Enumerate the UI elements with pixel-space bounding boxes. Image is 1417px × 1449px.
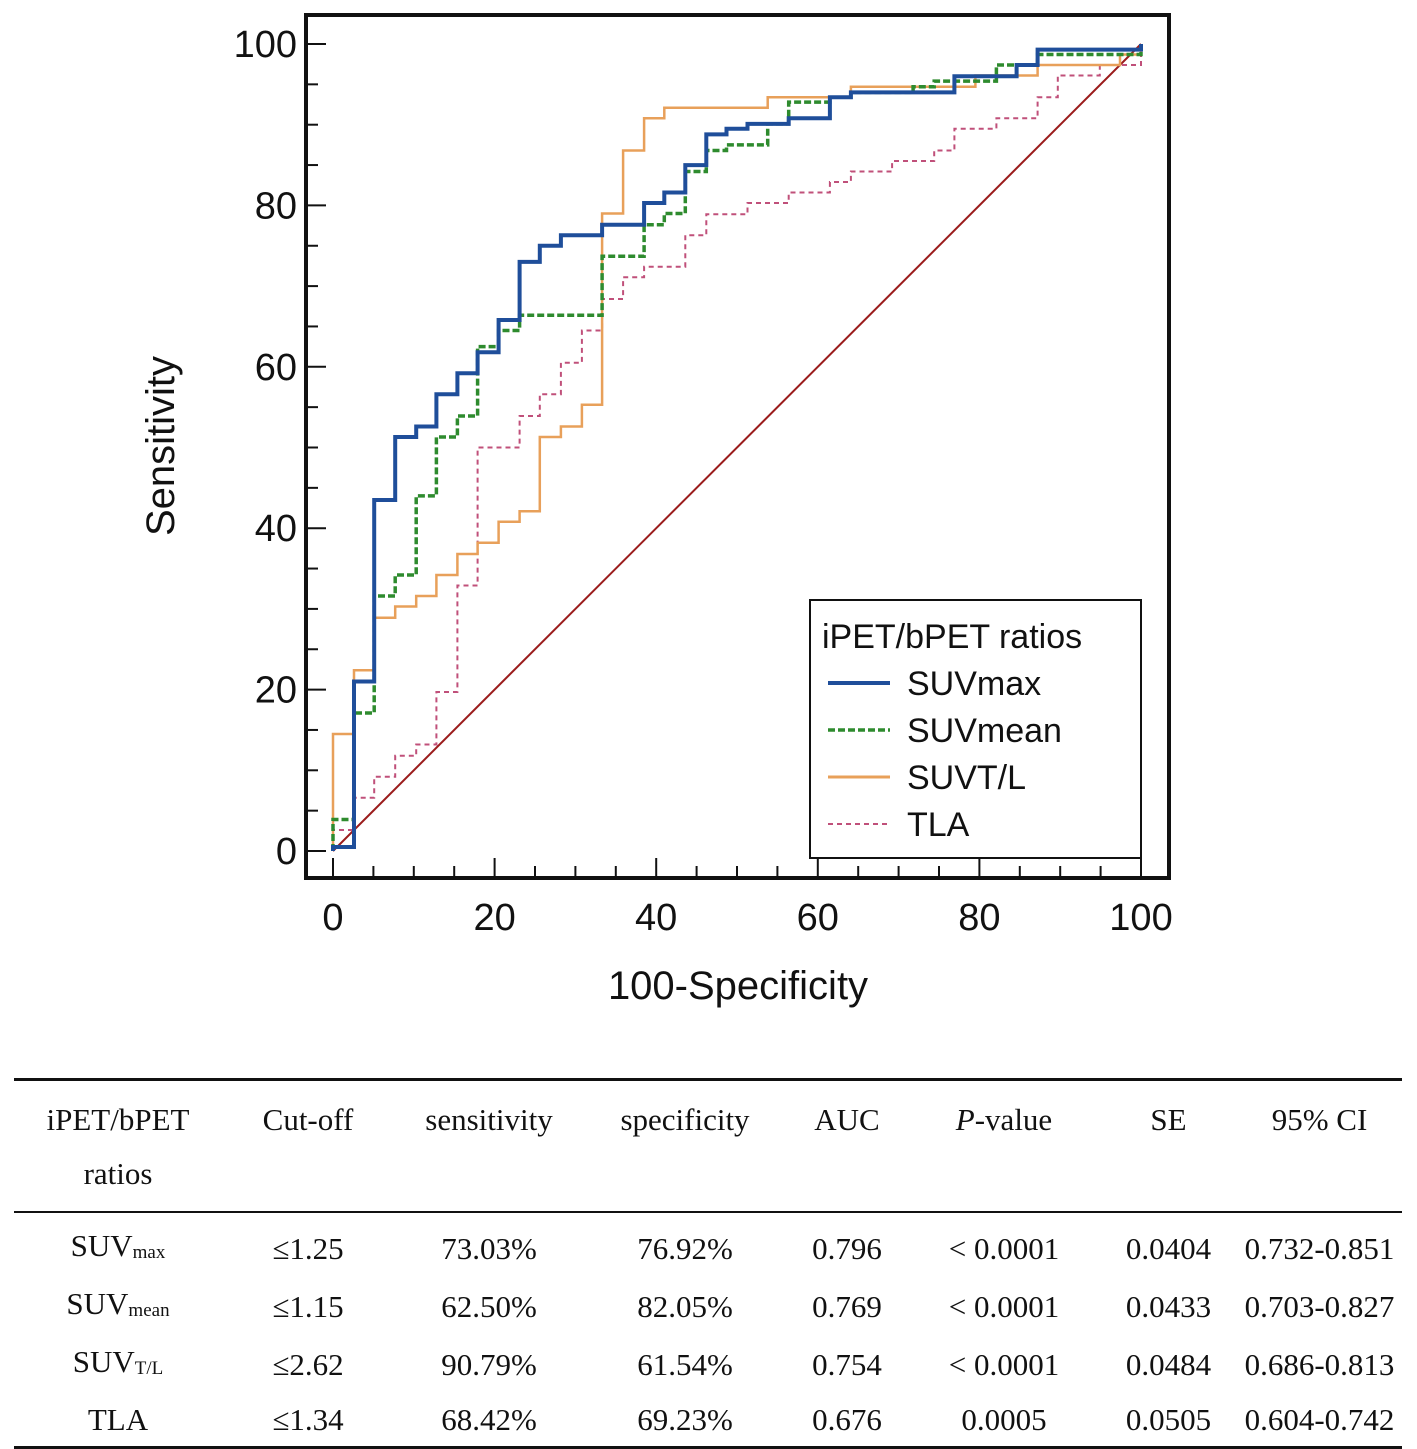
cell-auc: 0.796 (812, 1230, 882, 1266)
cell-p-value: < 0.0001 (948, 1230, 1060, 1266)
col-header-sensitivity: sensitivity (425, 1102, 553, 1137)
x-axis-title: 100-Specificity (608, 964, 868, 1008)
cell-se: 0.0505 (1125, 1402, 1212, 1437)
y-tick-label: 80 (255, 185, 297, 227)
cell-ratio-label: SUVmax (70, 1228, 166, 1263)
y-tick-label: 60 (255, 347, 297, 389)
series-line-suvmean (331, 44, 1143, 851)
cell-ci: 0.703-0.827 (1244, 1288, 1395, 1324)
legend-label: TLA (907, 806, 970, 844)
cell-p-value: 0.0005 (961, 1402, 1047, 1437)
x-tick-label: 40 (635, 897, 677, 939)
x-tick-label: 80 (958, 897, 1000, 939)
cell-ratio-label: SUVT/L (72, 1344, 164, 1379)
cell-ratio-label: TLA (87, 1402, 149, 1437)
cell-cutoff: ≤1.25 (272, 1230, 344, 1266)
tick-labels: 0 20 40 60 80 100 0 20 40 60 80 100 (234, 24, 1173, 939)
cell-se: 0.0433 (1125, 1288, 1212, 1324)
cell-sensitivity: 62.50% (441, 1288, 537, 1324)
y-tick-label: 40 (255, 508, 297, 550)
series-layer (331, 43, 1143, 852)
col-header-p-value: P-value (955, 1102, 1053, 1137)
table-header-row: iPET/bPET ratios Cut-off sensitivity spe… (14, 1079, 1402, 1212)
cell-auc: 0.769 (812, 1288, 882, 1324)
cell-ci: 0.686-0.813 (1244, 1346, 1395, 1382)
cell-auc: 0.754 (812, 1346, 882, 1382)
cell-se: 0.0404 (1125, 1230, 1212, 1266)
col-header-auc: AUC (814, 1102, 880, 1137)
legend-label: SUVmean (907, 712, 1062, 750)
y-tick-label: 20 (255, 670, 297, 712)
y-tick-label: 0 (276, 831, 297, 873)
cell-sensitivity: 90.79% (441, 1346, 537, 1382)
y-axis-title: Sensitivity (139, 356, 183, 536)
cell-ci: 0.732-0.851 (1244, 1230, 1395, 1266)
roc-chart: 0 20 40 60 80 100 0 20 40 60 80 100 100-Specificity… (139, 13, 1173, 1008)
cell-specificity: 82.05% (637, 1288, 733, 1324)
col-header-cutoff: Cut-off (262, 1102, 354, 1137)
cell-cutoff: ≤1.34 (272, 1402, 344, 1437)
x-tick-label: 0 (322, 897, 343, 939)
series-line-reference (332, 43, 1142, 852)
axis-ticks (306, 43, 1142, 878)
table-row: TLA ≤1.34 68.42% 69.23% 0.676 0.0005 0.0505 0.6… (14, 1393, 1402, 1448)
cell-ci: 0.604-0.742 (1244, 1402, 1395, 1437)
cell-auc: 0.676 (812, 1402, 882, 1437)
col-header-se: SE (1150, 1102, 1187, 1137)
cell-sensitivity: 68.42% (441, 1402, 537, 1437)
x-tick-label: 60 (797, 897, 839, 939)
legend-box (809, 599, 1142, 859)
legend-title: iPET/bPET ratios (822, 618, 1082, 656)
cell-specificity: 76.92% (637, 1230, 733, 1266)
cell-ratio-label: SUVmean (66, 1286, 170, 1321)
legend-label: SUVmax (907, 665, 1041, 703)
cell-sensitivity: 73.03% (441, 1230, 537, 1266)
legend: iPET/bPET ratios SUVmax SUVmean SUVT/L TLA (809, 599, 1142, 859)
series-line-tla (332, 44, 1142, 851)
cell-p-value: < 0.0001 (948, 1288, 1060, 1324)
col-header-ratios: iPET/bPET ratios (46, 1102, 190, 1191)
cell-p-value: < 0.0001 (948, 1346, 1060, 1382)
col-header-specificity: specificity (620, 1102, 750, 1137)
cell-cutoff: ≤2.62 (272, 1346, 344, 1382)
cell-specificity: 69.23% (637, 1402, 733, 1437)
table-row: SUVmax ≤1.25 73.03% 76.92% 0.796 < 0.0001 0.04… (14, 1212, 1402, 1277)
y-tick-label: 100 (234, 24, 297, 66)
stats-table: iPET/bPET ratios Cut-off sensitivity spe… (14, 1078, 1402, 1449)
col-header-ci: 95% CI (1271, 1102, 1368, 1137)
cell-cutoff: ≤1.15 (272, 1288, 344, 1324)
cell-specificity: 61.54% (637, 1346, 733, 1382)
cell-se: 0.0484 (1125, 1346, 1212, 1382)
x-tick-label: 20 (473, 897, 515, 939)
x-tick-label: 100 (1109, 897, 1172, 939)
series-line-suvmax (331, 44, 1143, 851)
table-row: SUVmean ≤1.15 62.50% 82.05% 0.769 < 0.0001 0.0… (14, 1277, 1402, 1335)
legend-label: SUVT/L (907, 759, 1026, 797)
table-row: SUVT/L ≤2.62 90.79% 61.54% 0.754 < 0.0001 0.04… (14, 1335, 1402, 1393)
